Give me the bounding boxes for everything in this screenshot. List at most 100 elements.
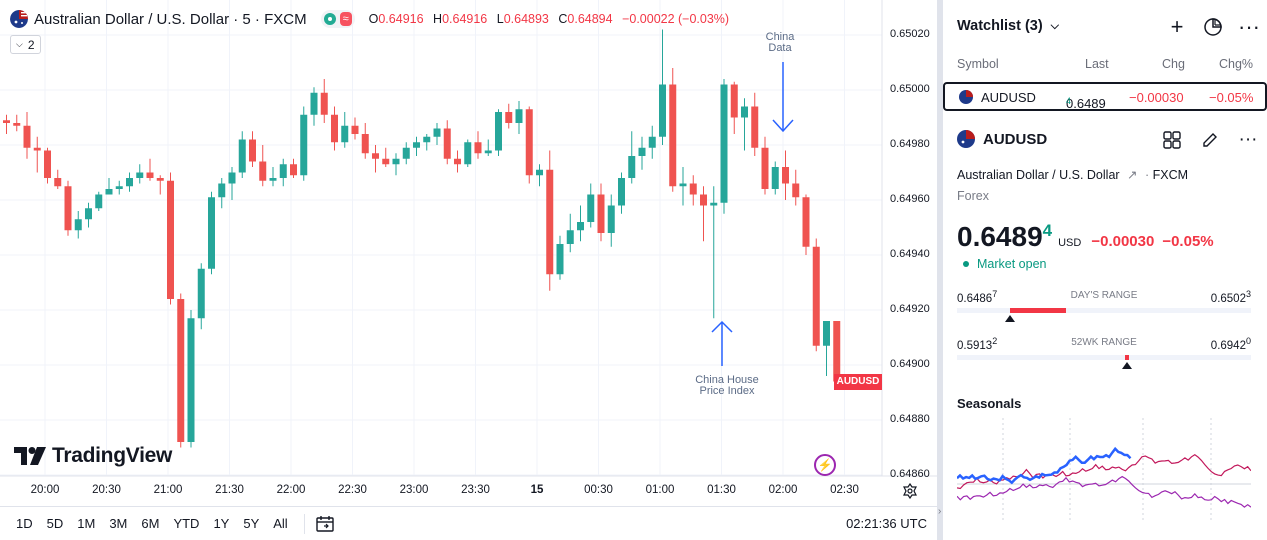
lightning-icon[interactable]: ⚡ xyxy=(814,454,836,476)
candle-body xyxy=(361,134,369,154)
column-symbol[interactable]: Symbol xyxy=(957,57,999,71)
external-link-icon[interactable]: ↗ xyxy=(1127,168,1138,182)
candle-body xyxy=(23,125,31,148)
candle-body xyxy=(474,142,482,154)
market-status[interactable]: Market open xyxy=(963,257,1046,271)
settings-gear-icon[interactable] xyxy=(902,483,918,499)
wk52-range-label: 52WK RANGE xyxy=(1071,337,1137,348)
candle-body xyxy=(85,208,92,220)
candle-body xyxy=(710,202,718,206)
candle-body xyxy=(700,194,707,206)
price-chart[interactable] xyxy=(0,0,937,506)
change-value: −0.00022 (−0.03%) xyxy=(622,12,730,26)
candle-body xyxy=(720,84,728,203)
range-button-1y[interactable]: 1Y xyxy=(213,516,230,531)
range-button-ytd[interactable]: YTD xyxy=(173,516,200,531)
range-button-3m[interactable]: 3M xyxy=(109,516,128,531)
candle-body xyxy=(341,125,349,143)
candle-body xyxy=(802,197,810,247)
range-button-all[interactable]: All xyxy=(273,516,288,531)
candle-body xyxy=(115,186,123,189)
add-symbol-plus-icon[interactable]: + xyxy=(1170,14,1184,39)
seasonal-line xyxy=(957,475,1251,508)
seasonals-chart[interactable] xyxy=(957,418,1251,522)
watchlist-actions: + ··· xyxy=(1159,14,1267,39)
tradingview-logo[interactable]: TradingView xyxy=(14,444,172,468)
pie-chart-icon[interactable] xyxy=(1195,15,1231,39)
chevron-down-icon: ⌵ xyxy=(1050,19,1060,32)
chart-legend: Australian Dollar / U.S. Dollar · 5 · FX… xyxy=(10,9,735,29)
time-tick-label: 23:30 xyxy=(461,484,490,496)
candle-body xyxy=(269,178,277,181)
details-header: AUDUSD xyxy=(957,130,1047,148)
market-open-dot-icon xyxy=(963,261,969,267)
details-type: Forex xyxy=(957,189,989,203)
seasonals-title[interactable]: Seasonals xyxy=(957,396,1022,411)
candle-body xyxy=(44,150,51,178)
candle-body xyxy=(648,136,656,148)
chevron-right-icon[interactable]: › xyxy=(938,506,942,517)
column-last[interactable]: Last xyxy=(1085,57,1109,71)
market-status-pill[interactable]: ≈ xyxy=(320,10,355,28)
china-house-arrow-head xyxy=(711,320,733,333)
edit-pencil-icon[interactable] xyxy=(1191,128,1229,152)
last-price-tag: AUDUSD xyxy=(834,374,882,390)
range-button-1d[interactable]: 1D xyxy=(16,516,33,531)
candle-body xyxy=(187,318,195,442)
candle-body xyxy=(628,156,636,178)
aud-usd-flag-icon xyxy=(957,130,975,148)
column-chg[interactable]: Chg xyxy=(1162,57,1185,71)
price-currency: USD xyxy=(1058,237,1082,249)
low-label: L xyxy=(496,12,504,26)
indicators-toggle[interactable]: ⌵ 2 xyxy=(10,35,41,54)
days-range-high: 0.65023 xyxy=(1211,289,1251,305)
close-value: 0.64894 xyxy=(567,12,613,26)
symbol-title[interactable]: Australian Dollar / U.S. Dollar · 5 · FX… xyxy=(34,10,307,28)
price-change-percent: −0.05% xyxy=(1162,233,1214,250)
china-data-arrow-head xyxy=(772,119,794,133)
range-buttons: 1D 5D 1M 3M 6M YTD 1Y 5Y All xyxy=(0,516,294,531)
watchlist-row[interactable]: AUDUSD 0.6489 4 −0.00030 −0.05% xyxy=(943,82,1267,111)
watchlist-title[interactable]: Watchlist (3) ⌵ xyxy=(957,18,1059,34)
details-name[interactable]: Australian Dollar / U.S. Dollar xyxy=(957,168,1120,182)
candle-body xyxy=(177,299,185,442)
candle-body xyxy=(669,84,677,187)
more-options-icon[interactable]: ··· xyxy=(1238,129,1258,150)
column-chg-percent[interactable]: Chg% xyxy=(1219,57,1254,71)
wk52-range-high-sup: 0 xyxy=(1245,336,1251,346)
candle-body xyxy=(730,84,738,118)
details-symbol[interactable]: AUDUSD xyxy=(983,130,1048,148)
range-button-6m[interactable]: 6M xyxy=(141,516,160,531)
calendar-range-icon[interactable] xyxy=(315,515,335,533)
high-value: 0.64916 xyxy=(442,12,488,26)
candle-body xyxy=(167,180,174,299)
range-button-1m[interactable]: 1M xyxy=(77,516,96,531)
watchlist-title-text: Watchlist (3) xyxy=(957,18,1043,34)
grid-layout-icon[interactable] xyxy=(1153,128,1191,152)
candle-body xyxy=(320,92,328,115)
candle-body xyxy=(597,194,605,233)
candle-body xyxy=(782,167,789,184)
candle-body xyxy=(64,186,72,231)
row-chg-percent: −0.05% xyxy=(1209,90,1254,105)
row-chg: −0.00030 xyxy=(1129,90,1184,105)
price-tick-label: 0.64980 xyxy=(890,138,930,150)
row-last-main: 0.6489 xyxy=(1066,96,1106,111)
panel-divider[interactable]: › xyxy=(937,0,943,540)
candle-body xyxy=(413,142,420,148)
price-tick-label: 0.64860 xyxy=(890,468,930,480)
candle-body xyxy=(228,172,236,184)
price-tick-label: 0.64880 xyxy=(890,413,930,425)
more-options-icon[interactable]: ··· xyxy=(1238,14,1260,39)
utc-clock[interactable]: 02:21:36 UTC xyxy=(846,516,927,531)
range-button-5y[interactable]: 5Y xyxy=(243,516,260,531)
price-change: −0.00030 xyxy=(1091,233,1155,250)
range-button-5d[interactable]: 5D xyxy=(46,516,64,531)
chart-panel[interactable]: Australian Dollar / U.S. Dollar · 5 · FX… xyxy=(0,0,937,540)
price-tick-label: 0.64900 xyxy=(890,358,930,370)
candle-body xyxy=(74,219,82,231)
annotation-line: China House xyxy=(695,374,759,386)
wk52-range: 0.59132 52WK RANGE 0.69420 xyxy=(957,336,1251,376)
days-range-low-main: 0.6486 xyxy=(957,292,993,305)
time-tick-label: 02:30 xyxy=(830,484,859,496)
